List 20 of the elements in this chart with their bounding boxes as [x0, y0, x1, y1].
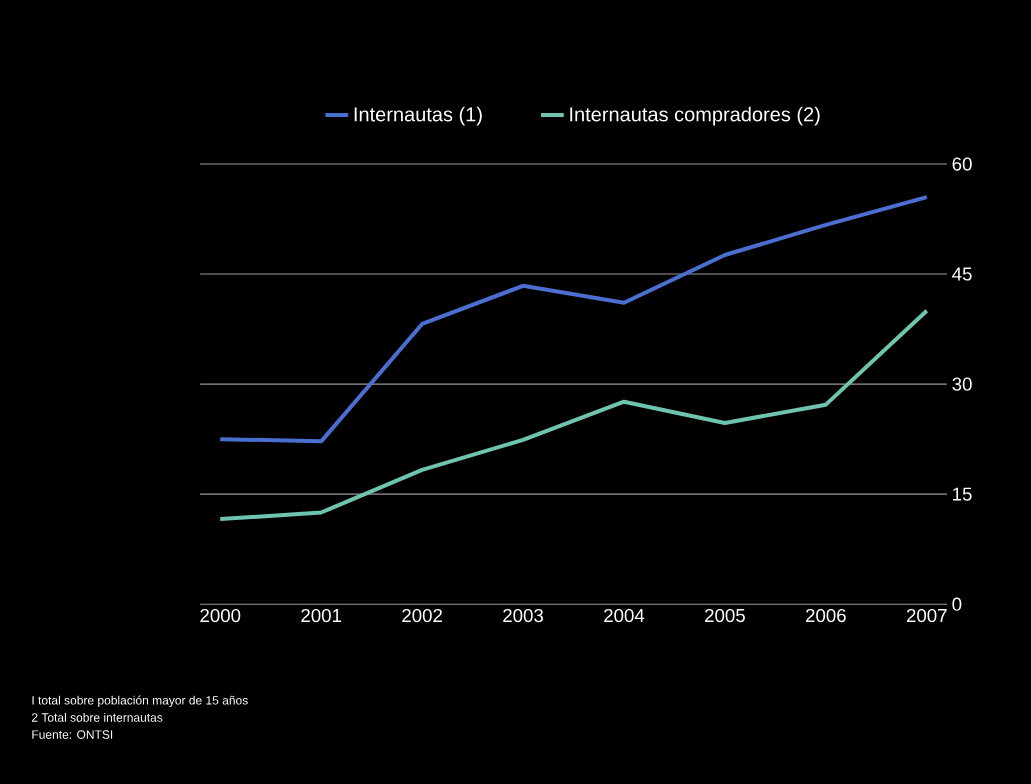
legend-label: Internautas (1): [354, 106, 482, 126]
line-series: [218, 308, 929, 521]
legend-label: Internautas compradores (2): [570, 106, 820, 126]
source-note: Fuente: ONTSI: [32, 730, 113, 739]
y-tick-label: 60: [952, 157, 972, 171]
line-series: [218, 194, 929, 444]
y-tick-label: 30: [952, 377, 972, 391]
x-tick-label: 2003: [503, 608, 543, 622]
text: 2 Total sobre internautas: [31, 712, 163, 722]
x-tick-label: 2002: [402, 608, 442, 622]
x-tick-label: 2000: [200, 608, 241, 622]
y-tick-label: 45: [952, 267, 972, 281]
text: I total sobre población mayor de 15 años: [32, 695, 248, 707]
x-tick-label: 2007: [906, 608, 947, 622]
y-tick-label: 0: [952, 597, 962, 611]
x-tick-label: 2004: [604, 608, 645, 622]
y-tick-label: 15: [953, 487, 972, 501]
x-tick-label: 2006: [806, 608, 846, 622]
x-tick-label: 2001: [301, 608, 342, 622]
x-tick-label: 2005: [705, 608, 745, 622]
